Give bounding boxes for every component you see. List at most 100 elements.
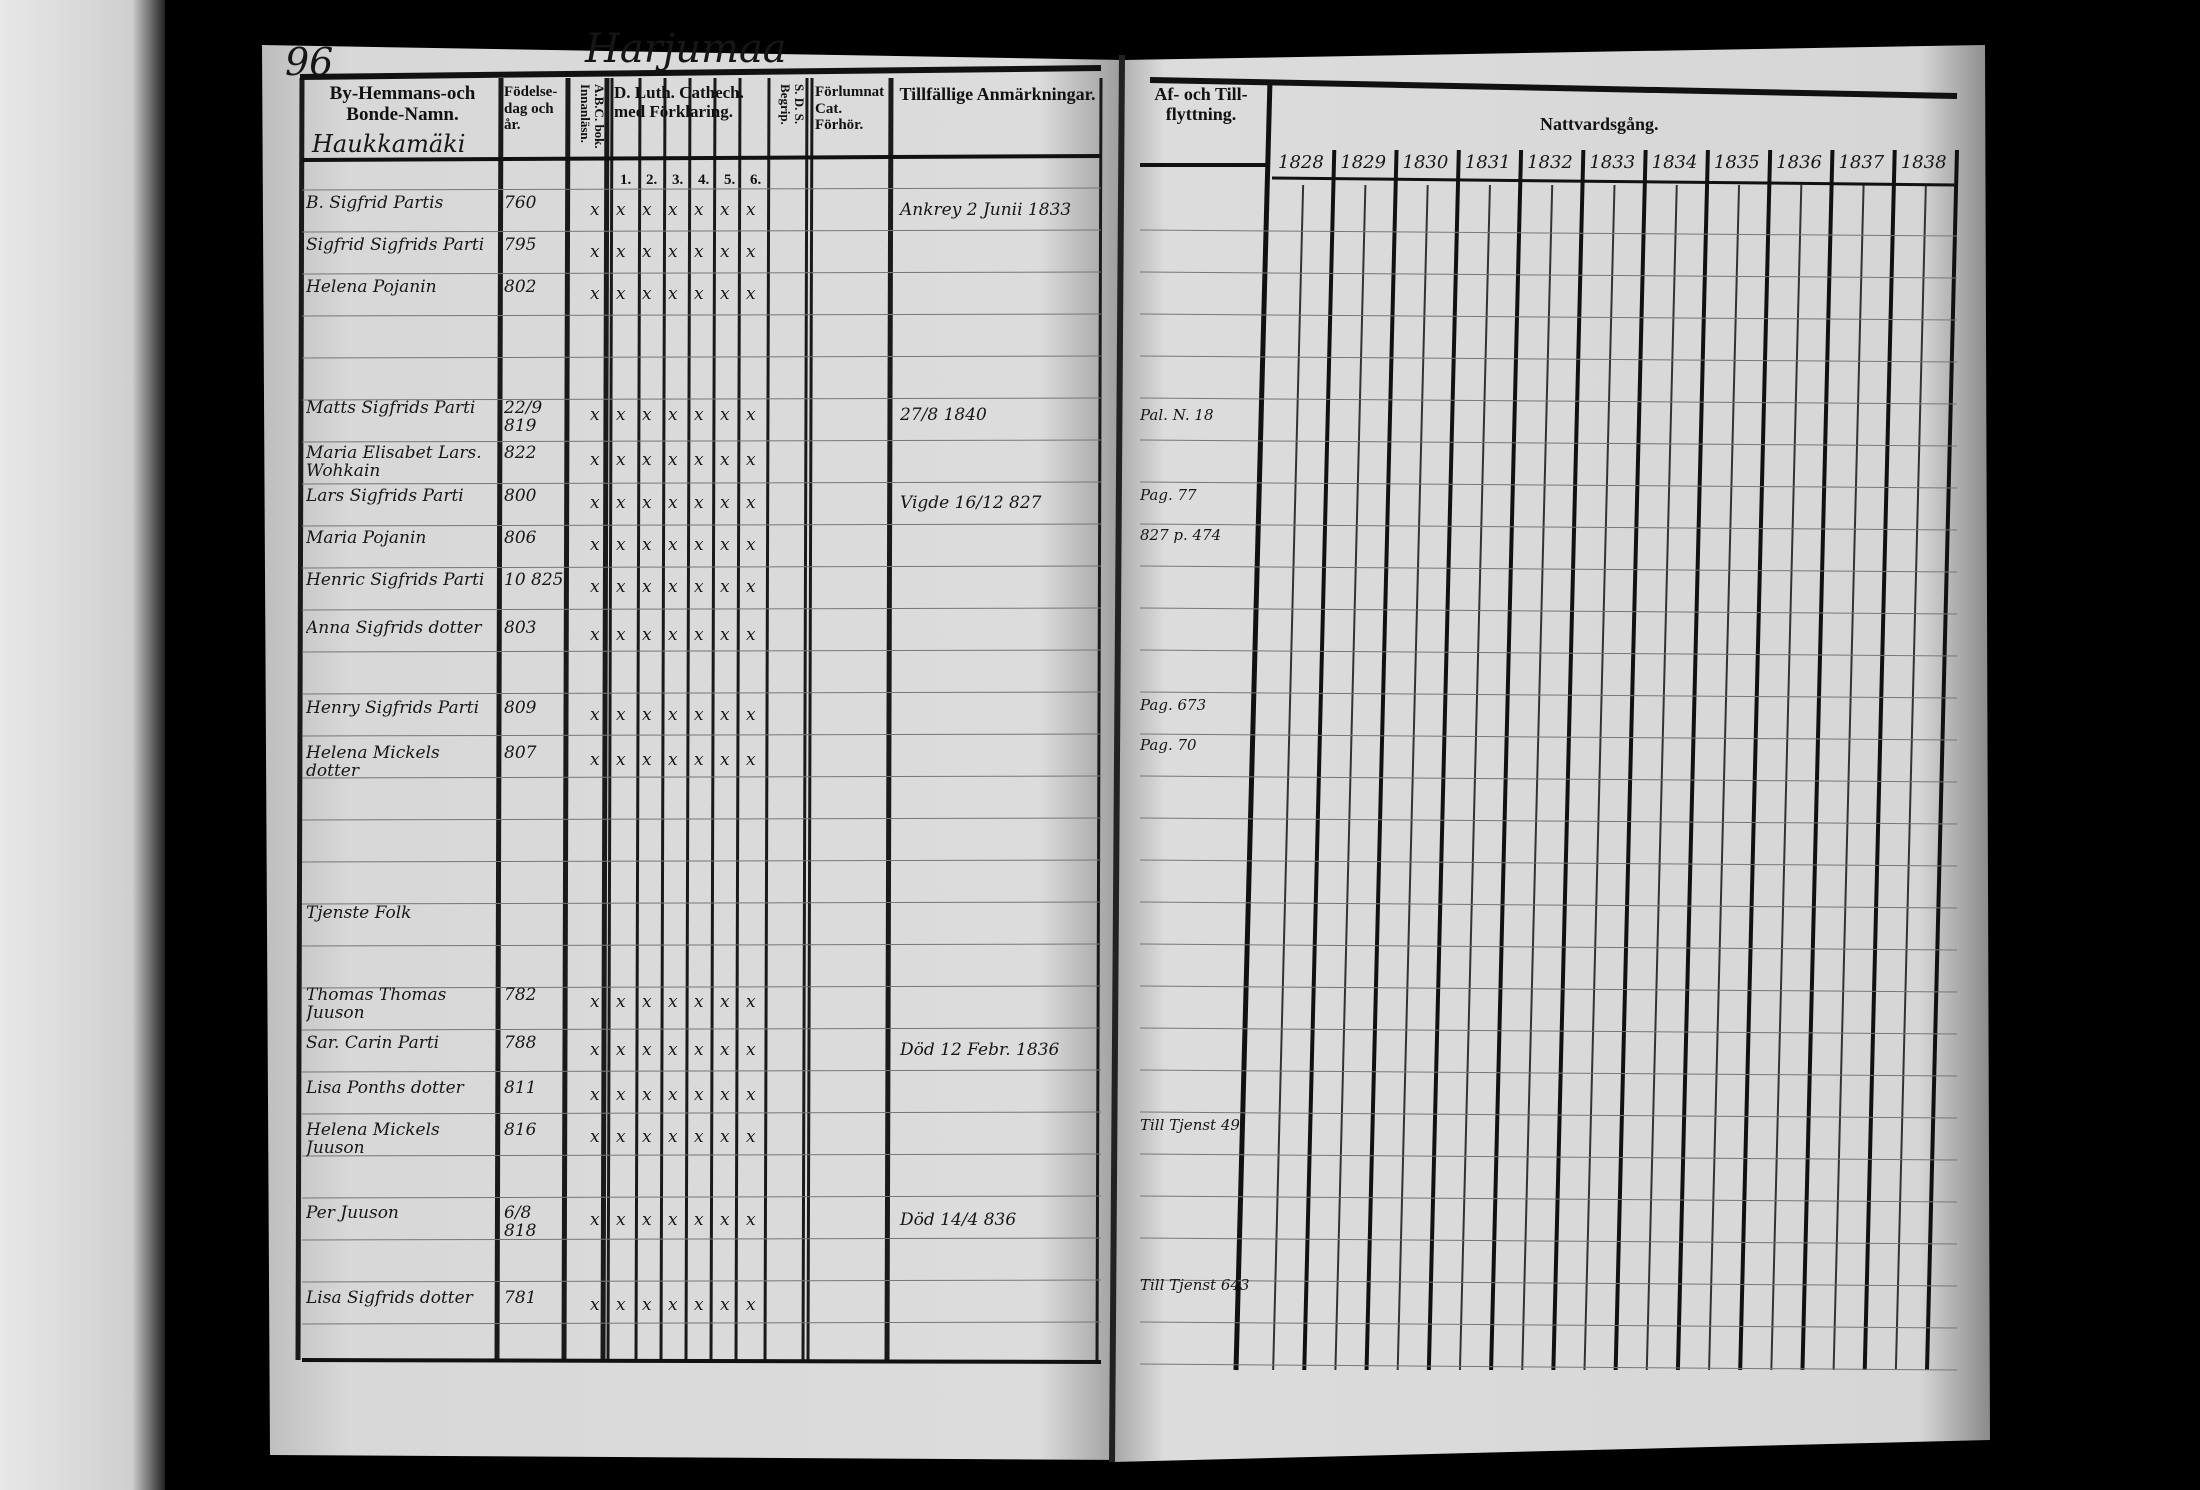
birth-date: 22/9 819 [504, 400, 543, 436]
mark-x: x [616, 405, 626, 425]
row-rule [301, 775, 1102, 779]
mark-x: x [590, 200, 600, 220]
mark-x: x [694, 577, 704, 597]
birth-date: 802 [504, 279, 537, 297]
person-name: Sar. Carin Parti [306, 1035, 440, 1053]
year-header: 1834 [1652, 152, 1698, 173]
mark-x: x [642, 450, 652, 470]
mark-x: x [616, 200, 626, 220]
column-rule [763, 77, 771, 1361]
year-header: 1831 [1465, 152, 1511, 173]
mark-x: x [668, 1127, 678, 1147]
mark-x: x [746, 1040, 756, 1060]
mark-x: x [668, 1295, 678, 1315]
year-column-rule [1925, 149, 1959, 1371]
mark-x: x [642, 992, 652, 1012]
column-rule [494, 77, 504, 1361]
mark-x: x [720, 200, 730, 220]
mark-x: x [720, 405, 730, 425]
row-rule [301, 1153, 1102, 1157]
mark-x: x [668, 405, 678, 425]
mark-x: x [668, 493, 678, 513]
row-rule [301, 943, 1102, 947]
row-rule [1139, 691, 1958, 699]
register-row: Sigfrid Sigfrids Parti 795 x x x x x x x [306, 237, 756, 262]
mark-x: x [720, 1210, 730, 1230]
person-name: Henric Sigfrids Parti [306, 572, 485, 590]
register-row: B. Sigfrid Partis 760 x x x x x x x Ankrey 2 Juni… [306, 195, 1071, 220]
row-rule [1139, 817, 1958, 825]
row-rule [1139, 733, 1958, 741]
year-header: 1830 [1403, 152, 1449, 173]
mark-x: x [590, 493, 600, 513]
row-rule [1139, 1111, 1958, 1119]
moving-note: 827 p. 474 [1140, 526, 1221, 544]
half-column-rule [1708, 184, 1741, 1371]
mark-x: x [746, 625, 756, 645]
mark-x: x [694, 284, 704, 304]
birth-date: 811 [504, 1080, 537, 1098]
right-headers: Af- och Till- flyttning. Nattvardsgång. … [1154, 85, 1946, 173]
column-rule [561, 77, 571, 1361]
birth-date: 788 [504, 1035, 537, 1053]
mark-x: x [590, 284, 600, 304]
mark-x: x [720, 1040, 730, 1060]
row-rule [1139, 523, 1958, 531]
row-rule [301, 1279, 1102, 1283]
row-rule [301, 187, 1102, 191]
mark-x: x [746, 1210, 756, 1230]
mark-x: x [590, 992, 600, 1012]
row-rule [301, 1195, 1102, 1199]
mark-x: x [590, 750, 600, 770]
column-rule [884, 77, 894, 1361]
mark-x: x [590, 1085, 600, 1105]
farm-name: Haukkamäki [311, 130, 465, 158]
header-sds: S. D. S. Begrip. [777, 84, 806, 125]
year-column-rule [1364, 149, 1399, 1371]
column-rule [801, 77, 809, 1361]
mark-x: x [616, 450, 626, 470]
column-rule [659, 77, 667, 1361]
mark-x: x [590, 1210, 600, 1230]
mark-x: x [668, 750, 678, 770]
mark-x: x [616, 284, 626, 304]
mark-x: x [720, 625, 730, 645]
mark-x: x [746, 405, 756, 425]
remark: 27/8 1840 [899, 405, 987, 425]
year-column-rule [1489, 149, 1524, 1371]
person-name: Lisa Sigfrids dotter [306, 1290, 473, 1308]
header-names: By-Hemmans-och Bonde-Namn. [329, 84, 476, 125]
row-rule [301, 1111, 1102, 1115]
mark-x: x [720, 450, 730, 470]
row-rule [301, 859, 1102, 863]
row-rule [1139, 1153, 1958, 1161]
header-abc-book: A.B.C. bok. Innanläsn. [577, 84, 606, 149]
mark-x: x [720, 284, 730, 304]
mark-x: x [694, 1040, 704, 1060]
mark-x: x [746, 242, 756, 262]
mark-x: x [668, 705, 678, 725]
mark-x: x [616, 992, 626, 1012]
column-rule [295, 77, 305, 1361]
row-rule [1139, 229, 1958, 237]
mark-x: x [616, 1085, 626, 1105]
mark-x: x [694, 1127, 704, 1147]
mark-x: x [642, 577, 652, 597]
moving-note: Till Tjenst 643 [1140, 1276, 1249, 1294]
birth-date: 6/8 818 [504, 1205, 537, 1241]
year-column-rule [1426, 149, 1461, 1371]
mark-x: x [616, 705, 626, 725]
year-header: 1837 [1838, 152, 1884, 173]
half-column-rule [1770, 184, 1803, 1371]
mark-x: x [694, 750, 704, 770]
mark-x: x [746, 705, 756, 725]
mark-x: x [616, 535, 626, 555]
mark-x: x [694, 200, 704, 220]
